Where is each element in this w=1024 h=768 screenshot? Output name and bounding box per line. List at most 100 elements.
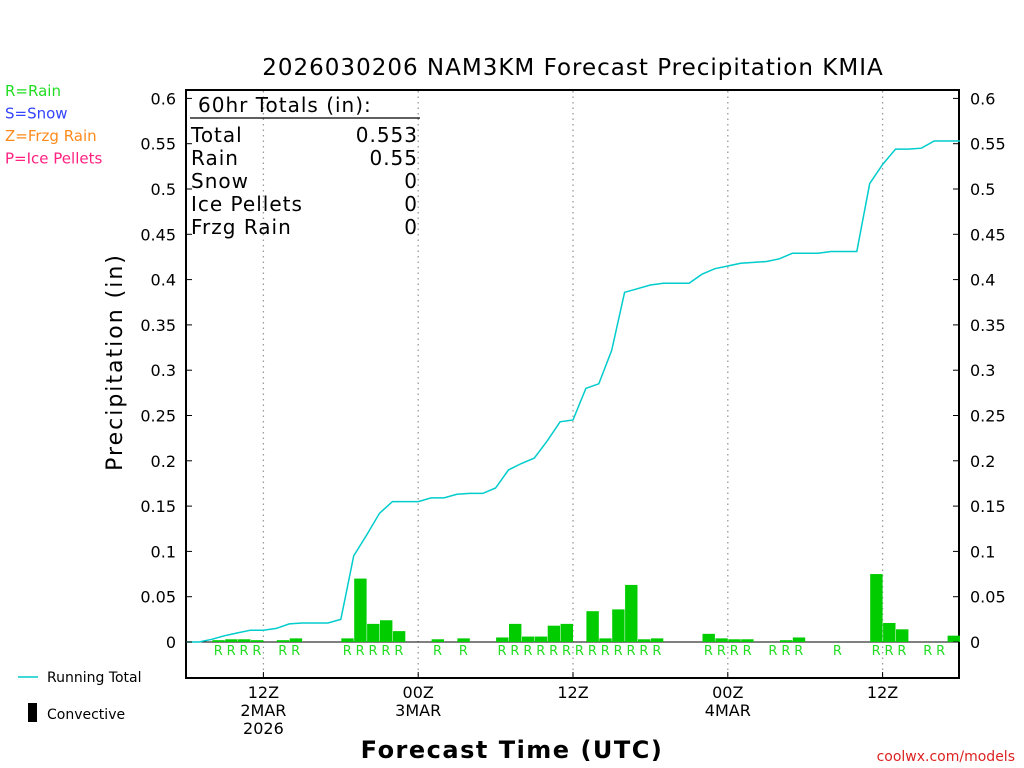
- totals-row-label: Ice Pellets: [191, 192, 303, 216]
- y-tick-label-left: 0.25: [140, 407, 176, 426]
- y-tick-label-left: 0.1: [151, 542, 176, 561]
- precip-bar: [212, 640, 225, 642]
- precip-type-mark: R: [614, 644, 623, 659]
- precip-bar: [947, 635, 960, 642]
- totals-rows: Total 0.553 Rain 0.55 Snow 0 Ice Pellets 0 Frzg …: [190, 123, 418, 239]
- precip-bar: [612, 609, 625, 642]
- precip-type-mark: R: [885, 644, 894, 659]
- precip-type-mark: R: [923, 644, 932, 659]
- legend-type-item: R=Rain: [5, 82, 61, 100]
- precip-type-mark: R: [897, 644, 906, 659]
- x-tick-label: 4MAR: [705, 701, 751, 720]
- y-tick-label-right: 0.1: [970, 542, 995, 561]
- y-tick-label-left: 0.3: [151, 361, 176, 380]
- time-gridlines: [187, 91, 958, 677]
- precip-type-mark: R: [536, 644, 545, 659]
- running-total-legend: Running Total: [47, 670, 142, 686]
- totals-row-value: 0.55: [369, 146, 418, 170]
- precip-type-mark: R: [639, 644, 648, 659]
- y-axis-label: Precipitation (in): [103, 253, 128, 471]
- hourly-precip-bars: [212, 574, 960, 642]
- precip-bar: [715, 638, 728, 642]
- y-tick-label-left: 0.2: [151, 452, 176, 471]
- precip-bar: [870, 574, 883, 642]
- y-tick-label-right: 0.55: [970, 135, 1006, 154]
- y-tick-label-left: 0.6: [151, 89, 176, 108]
- precip-bar: [625, 584, 638, 642]
- y-tick-label-left: 0.35: [140, 316, 176, 335]
- precip-type-mark: R: [278, 644, 287, 659]
- precip-type-legend: R=Rain S=Snow Z=Frzg Rain P=Ice Pellets: [5, 82, 102, 168]
- y-tick-label-left: 0.55: [140, 135, 176, 154]
- precip-type-mark: R: [575, 644, 584, 659]
- credit-text: coolwx.com/models: [877, 749, 1015, 765]
- precip-bar: [792, 637, 806, 642]
- y-tick-label-right: 0: [970, 633, 980, 652]
- precip-type-mark: R: [601, 644, 610, 659]
- convective-legend: Convective: [47, 707, 125, 723]
- precip-type-mark: R: [523, 644, 532, 659]
- precip-bar: [586, 611, 599, 642]
- y-tick-label-right: 0.3: [970, 361, 995, 380]
- totals-row-value: 0.553: [356, 123, 418, 147]
- precip-type-mark: R: [356, 644, 365, 659]
- precip-bar: [560, 623, 573, 642]
- precip-bar: [225, 639, 238, 642]
- totals-header: 60hr Totals (in):: [198, 93, 372, 117]
- precip-type-mark: R: [227, 644, 236, 659]
- legend-type-item: Z=Frzg Rain: [5, 127, 97, 145]
- precip-bar: [251, 640, 264, 642]
- y-tick-label-right: 0.15: [970, 497, 1006, 516]
- precip-bar: [896, 629, 909, 642]
- precip-type-mark: R: [768, 644, 777, 659]
- y-tick-label-left: 0.5: [151, 180, 176, 199]
- precip-bar: [367, 623, 380, 642]
- precip-type-mark: R: [627, 644, 636, 659]
- precip-bar: [354, 578, 367, 642]
- precip-bar: [599, 638, 612, 642]
- precip-type-mark: R: [498, 644, 507, 659]
- precip-bar: [276, 640, 290, 642]
- precip-bar: [741, 639, 754, 642]
- precip-bar: [702, 633, 715, 642]
- x-tick-label: 3MAR: [395, 701, 441, 720]
- y-tick-label-left: 0.05: [140, 588, 176, 607]
- totals-row-value: 0: [404, 169, 418, 193]
- precip-type-mark: R: [343, 644, 352, 659]
- y-tick-label-left: 0.45: [140, 225, 176, 244]
- precip-type-mark: R: [252, 644, 261, 659]
- totals-box: 60hr Totals (in): Total 0.553 Rain 0.55 Snow…: [190, 93, 420, 239]
- y-tick-label-right: 0.4: [970, 271, 995, 290]
- totals-row-value: 0: [404, 215, 418, 239]
- totals-row-label: Frzg Rain: [191, 215, 292, 239]
- precip-type-mark: R: [510, 644, 519, 659]
- x-tick-label: 2026: [243, 719, 284, 738]
- precip-bar: [496, 637, 509, 642]
- y-tick-label-right: 0.2: [970, 452, 995, 471]
- x-tick-label: 2MAR: [240, 701, 286, 720]
- precip-bar: [534, 636, 548, 642]
- line-legend: Running Total Convective: [18, 670, 142, 723]
- precip-type-mark: R: [214, 644, 223, 659]
- precip-type-mark: R: [872, 644, 881, 659]
- y-tick-label-right: 0.5: [970, 180, 995, 199]
- precip-bar: [392, 631, 406, 642]
- precip-type-mark: R: [936, 644, 945, 659]
- x-tick-label: 12Z: [248, 683, 279, 702]
- x-axis-label: Forecast Time (UTC): [361, 736, 664, 764]
- plot-frame: [185, 89, 960, 679]
- precip-type-mark: R: [433, 644, 442, 659]
- precip-type-mark: R: [781, 644, 790, 659]
- precip-type-mark: R: [291, 644, 300, 659]
- totals-row-value: 0: [404, 192, 418, 216]
- precip-bar: [289, 638, 303, 642]
- precip-type-mark: R: [833, 644, 842, 659]
- precip-bar: [728, 639, 741, 642]
- y-tick-label-left: 0: [166, 633, 176, 652]
- y-tick-label-right: 0.45: [970, 225, 1006, 244]
- legend-type-item: S=Snow: [5, 105, 68, 123]
- precip-type-mark: R: [459, 644, 468, 659]
